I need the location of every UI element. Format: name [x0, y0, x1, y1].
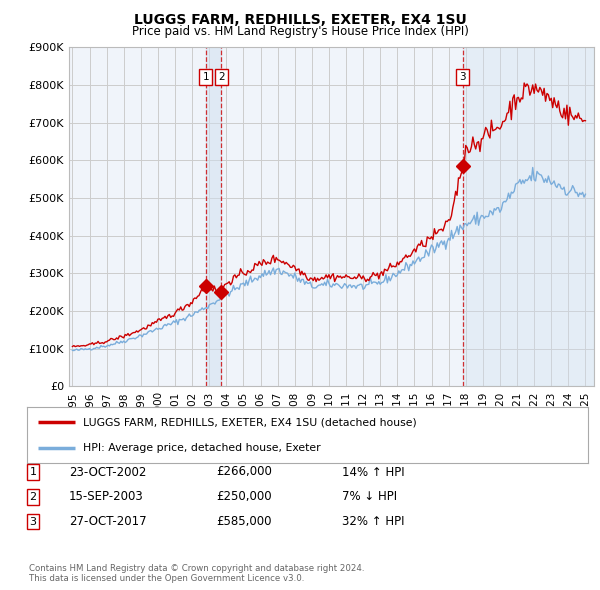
Text: 3: 3: [29, 517, 37, 526]
Text: 23-OCT-2002: 23-OCT-2002: [69, 466, 146, 478]
Text: LUGGS FARM, REDHILLS, EXETER, EX4 1SU (detached house): LUGGS FARM, REDHILLS, EXETER, EX4 1SU (d…: [83, 417, 417, 427]
Bar: [463, 47, 594, 386]
Text: £250,000: £250,000: [216, 490, 272, 503]
Text: LUGGS FARM, REDHILLS, EXETER, EX4 1SU: LUGGS FARM, REDHILLS, EXETER, EX4 1SU: [134, 13, 466, 27]
Text: HPI: Average price, detached house, Exeter: HPI: Average price, detached house, Exet…: [83, 443, 321, 453]
Text: 1: 1: [202, 73, 209, 83]
Text: 2: 2: [29, 492, 37, 502]
Text: £266,000: £266,000: [216, 466, 272, 478]
Text: 2: 2: [218, 73, 224, 83]
Text: Price paid vs. HM Land Registry's House Price Index (HPI): Price paid vs. HM Land Registry's House …: [131, 25, 469, 38]
Text: £585,000: £585,000: [216, 515, 271, 528]
Text: 32% ↑ HPI: 32% ↑ HPI: [342, 515, 404, 528]
Text: 7% ↓ HPI: 7% ↓ HPI: [342, 490, 397, 503]
Text: 15-SEP-2003: 15-SEP-2003: [69, 490, 144, 503]
Text: 3: 3: [460, 73, 466, 83]
Text: 14% ↑ HPI: 14% ↑ HPI: [342, 466, 404, 478]
Text: Contains HM Land Registry data © Crown copyright and database right 2024.
This d: Contains HM Land Registry data © Crown c…: [29, 563, 364, 583]
Text: 27-OCT-2017: 27-OCT-2017: [69, 515, 146, 528]
Bar: [206, 47, 221, 386]
Text: 1: 1: [29, 467, 37, 477]
